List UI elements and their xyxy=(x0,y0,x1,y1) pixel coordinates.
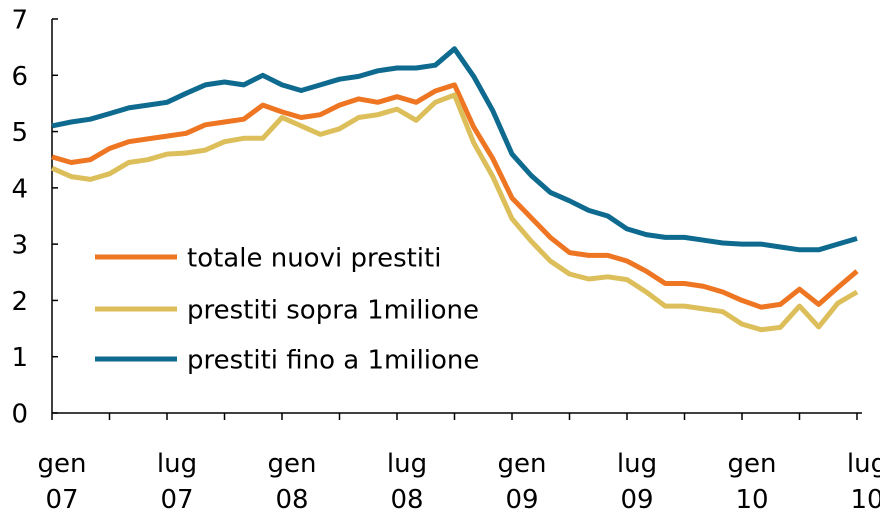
series-line xyxy=(50,92,859,333)
legend-label: totale nuovi prestiti xyxy=(187,244,441,274)
x-tick-label: lug 07 xyxy=(156,449,198,515)
y-tick-label: 2 xyxy=(11,287,28,317)
y-tick-label: 0 xyxy=(11,400,28,430)
x-tick-label: lug 08 xyxy=(386,449,428,515)
y-tick-label: 7 xyxy=(11,6,28,36)
x-tick-label: lug 09 xyxy=(616,449,658,515)
x-tick-label: gen 09 xyxy=(497,449,547,515)
x-tick-label: gen 07 xyxy=(37,449,87,515)
y-tick-label: 5 xyxy=(11,118,28,148)
legend-label: prestiti sopra 1milione xyxy=(187,296,479,326)
legend-label: prestiti fino a 1milione xyxy=(187,346,479,376)
series-line xyxy=(51,46,858,253)
y-tick-label: 6 xyxy=(11,62,28,92)
y-tick-label: 4 xyxy=(11,174,28,204)
y-tick-label: 1 xyxy=(11,343,28,373)
x-tick-label: gen 10 xyxy=(727,449,777,515)
x-tick-label: gen 08 xyxy=(267,449,317,515)
x-tick-label: lug 10 xyxy=(846,449,880,515)
y-tick-label: 3 xyxy=(11,231,28,261)
series-line xyxy=(51,82,859,310)
